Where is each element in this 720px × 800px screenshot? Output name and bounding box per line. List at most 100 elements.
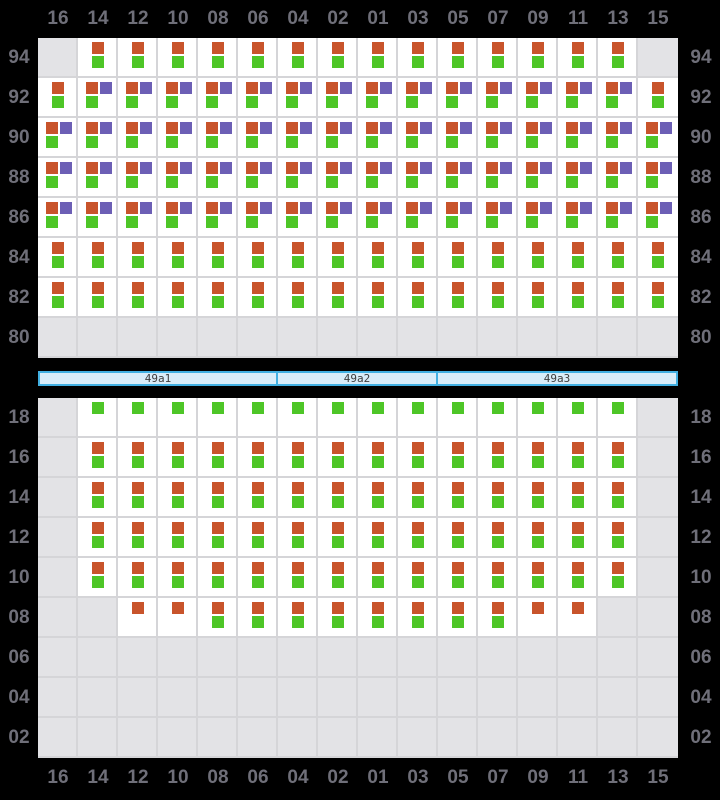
cell-r92-c15[interactable]	[638, 78, 678, 118]
cell-r86-c10[interactable]	[158, 198, 198, 238]
cell-r18-c09[interactable]	[518, 398, 558, 438]
cell-r12-c07[interactable]	[478, 518, 518, 558]
cell-r18-c08[interactable]	[198, 398, 238, 438]
cell-r92-c02[interactable]	[318, 78, 358, 118]
cell-r90-c07[interactable]	[478, 118, 518, 158]
cell-r08-c11[interactable]	[558, 598, 598, 638]
cell-r88-c04[interactable]	[278, 158, 318, 198]
cell-r10-c02[interactable]	[318, 558, 358, 598]
section-segment-49a2[interactable]: 49a2	[276, 371, 438, 386]
cell-r16-c04[interactable]	[278, 438, 318, 478]
cell-r82-c09[interactable]	[518, 278, 558, 318]
cell-r92-c06[interactable]	[238, 78, 278, 118]
cell-r14-c02[interactable]	[318, 478, 358, 518]
cell-r10-c11[interactable]	[558, 558, 598, 598]
cell-r92-c04[interactable]	[278, 78, 318, 118]
cell-r86-c01[interactable]	[358, 198, 398, 238]
cell-r92-c08[interactable]	[198, 78, 238, 118]
cell-r88-c02[interactable]	[318, 158, 358, 198]
cell-r84-c02[interactable]	[318, 238, 358, 278]
cell-r12-c02[interactable]	[318, 518, 358, 558]
cell-r86-c08[interactable]	[198, 198, 238, 238]
cell-r90-c04[interactable]	[278, 118, 318, 158]
cell-r84-c12[interactable]	[118, 238, 158, 278]
cell-r12-c13[interactable]	[598, 518, 638, 558]
cell-r94-c09[interactable]	[518, 38, 558, 78]
cell-r94-c10[interactable]	[158, 38, 198, 78]
cell-r82-c11[interactable]	[558, 278, 598, 318]
cell-r18-c04[interactable]	[278, 398, 318, 438]
cell-r92-c01[interactable]	[358, 78, 398, 118]
cell-r92-c03[interactable]	[398, 78, 438, 118]
cell-r16-c06[interactable]	[238, 438, 278, 478]
cell-r90-c01[interactable]	[358, 118, 398, 158]
cell-r14-c09[interactable]	[518, 478, 558, 518]
cell-r88-c12[interactable]	[118, 158, 158, 198]
cell-r94-c12[interactable]	[118, 38, 158, 78]
cell-r90-c03[interactable]	[398, 118, 438, 158]
cell-r16-c07[interactable]	[478, 438, 518, 478]
cell-r14-c01[interactable]	[358, 478, 398, 518]
cell-r84-c13[interactable]	[598, 238, 638, 278]
cell-r82-c12[interactable]	[118, 278, 158, 318]
cell-r88-c15[interactable]	[638, 158, 678, 198]
cell-r90-c11[interactable]	[558, 118, 598, 158]
cell-r08-c04[interactable]	[278, 598, 318, 638]
cell-r14-c08[interactable]	[198, 478, 238, 518]
cell-r08-c08[interactable]	[198, 598, 238, 638]
cell-r18-c13[interactable]	[598, 398, 638, 438]
cell-r90-c09[interactable]	[518, 118, 558, 158]
cell-r14-c10[interactable]	[158, 478, 198, 518]
cell-r16-c10[interactable]	[158, 438, 198, 478]
cell-r94-c02[interactable]	[318, 38, 358, 78]
cell-r90-c10[interactable]	[158, 118, 198, 158]
cell-r84-c15[interactable]	[638, 238, 678, 278]
cell-r92-c14[interactable]	[78, 78, 118, 118]
cell-r88-c09[interactable]	[518, 158, 558, 198]
cell-r86-c07[interactable]	[478, 198, 518, 238]
cell-r84-c16[interactable]	[38, 238, 78, 278]
cell-r94-c03[interactable]	[398, 38, 438, 78]
cell-r14-c07[interactable]	[478, 478, 518, 518]
cell-r86-c11[interactable]	[558, 198, 598, 238]
cell-r84-c11[interactable]	[558, 238, 598, 278]
cell-r10-c13[interactable]	[598, 558, 638, 598]
cell-r94-c05[interactable]	[438, 38, 478, 78]
cell-r84-c01[interactable]	[358, 238, 398, 278]
cell-r08-c01[interactable]	[358, 598, 398, 638]
cell-r86-c02[interactable]	[318, 198, 358, 238]
cell-r14-c05[interactable]	[438, 478, 478, 518]
cell-r18-c10[interactable]	[158, 398, 198, 438]
cell-r92-c09[interactable]	[518, 78, 558, 118]
cell-r92-c07[interactable]	[478, 78, 518, 118]
cell-r14-c13[interactable]	[598, 478, 638, 518]
cell-r08-c09[interactable]	[518, 598, 558, 638]
cell-r84-c03[interactable]	[398, 238, 438, 278]
cell-r94-c08[interactable]	[198, 38, 238, 78]
cell-r92-c16[interactable]	[38, 78, 78, 118]
cell-r08-c03[interactable]	[398, 598, 438, 638]
cell-r12-c06[interactable]	[238, 518, 278, 558]
cell-r82-c14[interactable]	[78, 278, 118, 318]
cell-r16-c09[interactable]	[518, 438, 558, 478]
section-segment-49a1[interactable]: 49a1	[38, 371, 278, 386]
cell-r86-c05[interactable]	[438, 198, 478, 238]
cell-r84-c09[interactable]	[518, 238, 558, 278]
cell-r12-c05[interactable]	[438, 518, 478, 558]
cell-r84-c06[interactable]	[238, 238, 278, 278]
cell-r82-c06[interactable]	[238, 278, 278, 318]
cell-r08-c05[interactable]	[438, 598, 478, 638]
cell-r88-c07[interactable]	[478, 158, 518, 198]
cell-r12-c03[interactable]	[398, 518, 438, 558]
cell-r12-c04[interactable]	[278, 518, 318, 558]
cell-r88-c05[interactable]	[438, 158, 478, 198]
cell-r16-c02[interactable]	[318, 438, 358, 478]
cell-r94-c14[interactable]	[78, 38, 118, 78]
cell-r10-c07[interactable]	[478, 558, 518, 598]
cell-r94-c06[interactable]	[238, 38, 278, 78]
cell-r84-c07[interactable]	[478, 238, 518, 278]
cell-r18-c05[interactable]	[438, 398, 478, 438]
cell-r10-c08[interactable]	[198, 558, 238, 598]
cell-r16-c14[interactable]	[78, 438, 118, 478]
cell-r16-c13[interactable]	[598, 438, 638, 478]
